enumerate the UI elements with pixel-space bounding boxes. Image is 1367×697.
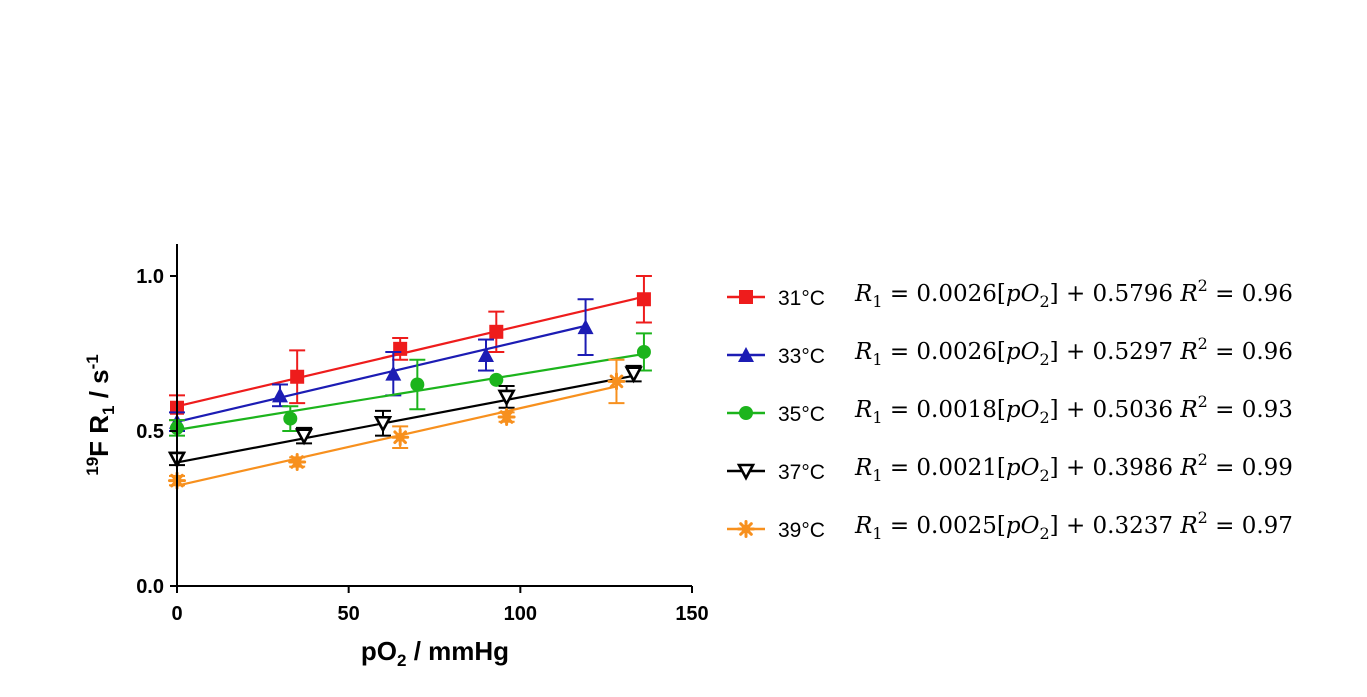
data-point [385,365,402,381]
series-0 [169,275,652,422]
plot-area [167,275,652,490]
legend-equation: R1 = 0.0021[pO2] + 0.3986 R2 = 0.99 [854,450,1293,485]
legend: 31°C R1 = 0.0026[pO2] + 0.5796 R2 = 0.963… [727,276,1293,543]
legend-marker [739,290,753,304]
axes: 0 50 100 150 0.0 0.5 1.0 [136,244,709,625]
data-point [636,344,651,359]
legend-entry-0: 31°C R1 = 0.0026[pO2] + 0.5796 R2 = 0.96 [727,276,1293,311]
legend-marker [737,520,755,538]
data-point [290,369,305,384]
legend-marker [736,463,756,481]
legend-equation: R1 = 0.0026[pO2] + 0.5297 R2 = 0.96 [854,334,1293,369]
series-3 [167,364,643,469]
legend-label: 31°C [778,287,825,310]
x-tick-label: 0 [171,603,182,625]
x-tick-label: 100 [504,603,537,625]
data-point [607,372,626,391]
fit-line [176,295,645,408]
legend-entry-2: 35°C R1 = 0.0018[pO2] + 0.5036 R2 = 0.93 [727,392,1293,427]
x-tick-label: 150 [675,603,708,625]
legend-equation: R1 = 0.0018[pO2] + 0.5036 R2 = 0.93 [854,392,1293,427]
fit-line [176,374,634,464]
data-point [497,389,516,407]
data-point [373,415,393,433]
y-tick-label: 1.0 [136,266,164,288]
legend-entry-4: 39°C R1 = 0.0025[pO2] + 0.3237 R2 = 0.97 [727,508,1293,543]
legend-equation: R1 = 0.0025[pO2] + 0.3237 R2 = 0.97 [854,508,1293,543]
fit-line [176,352,645,431]
legend-label: 39°C [778,519,825,542]
legend-marker [739,406,753,420]
series-2 [169,332,652,437]
legend-entry-3: 37°C R1 = 0.0021[pO2] + 0.3986 R2 = 0.99 [727,450,1293,485]
x-axis-title: pO2 / mmHg [361,636,509,670]
y-tick-label: 0.0 [136,576,164,598]
data-point [393,341,408,356]
legend-label: 37°C [778,461,825,484]
data-point [272,387,288,403]
data-point [283,411,298,426]
data-point [636,292,651,307]
data-point [624,366,643,384]
legend-equation: R1 = 0.0026[pO2] + 0.5796 R2 = 0.96 [854,276,1293,311]
data-point [577,319,594,335]
legend-label: 33°C [778,345,825,368]
y-axis-title: 19F R1 / s-1 [83,354,118,476]
data-point [294,428,314,446]
data-point [478,347,494,363]
legend-label: 35°C [778,403,825,426]
data-point [497,408,516,427]
data-point [288,453,307,471]
x-tick-label: 50 [338,603,360,625]
legend-entry-1: 33°C R1 = 0.0026[pO2] + 0.5297 R2 = 0.96 [727,334,1293,369]
y-tick-label: 0.5 [136,421,164,443]
legend-marker [738,347,754,362]
fit-line [176,324,586,423]
data-point [489,324,504,339]
data-point [410,377,425,392]
data-point [391,428,410,447]
data-point [489,372,504,387]
